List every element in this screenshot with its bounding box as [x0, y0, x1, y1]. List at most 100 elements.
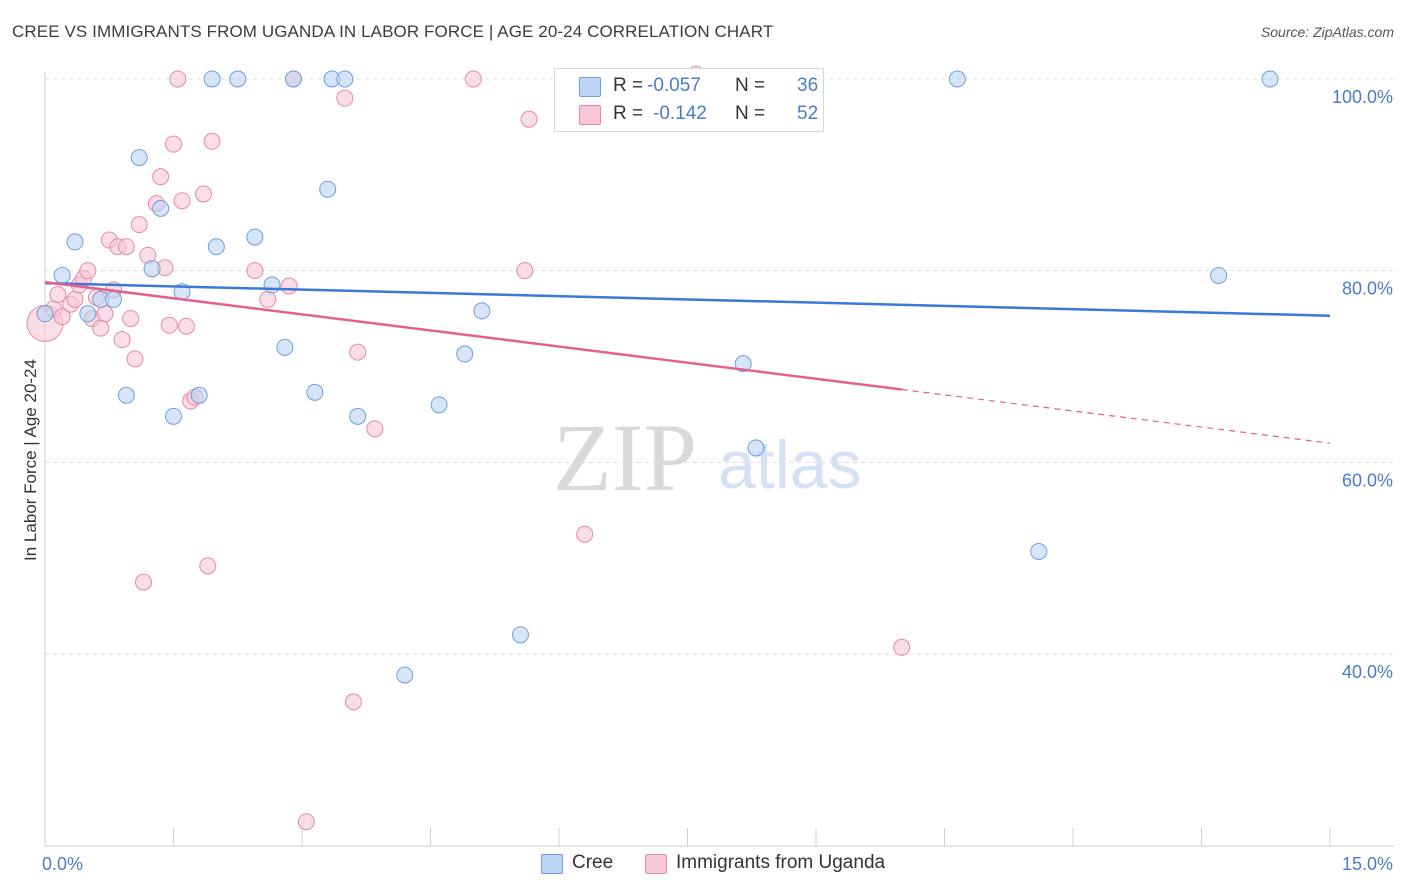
uganda-point — [516, 262, 534, 280]
watermark: ZIP atlas — [553, 404, 862, 511]
cree-point — [105, 290, 123, 308]
trend-lines — [44, 280, 1331, 444]
bottom-legend-swatch-cree — [541, 854, 563, 874]
chart-title: CREE VS IMMIGRANTS FROM UGANDA IN LABOR … — [12, 22, 774, 41]
legend-swatch-uganda — [579, 105, 601, 125]
uganda-point — [203, 132, 221, 150]
cree-trend-line — [44, 281, 1331, 317]
cree-point — [117, 386, 135, 404]
cree-point — [1261, 70, 1279, 88]
cree-point — [36, 305, 54, 323]
uganda-point — [576, 525, 594, 543]
cree-point — [948, 70, 966, 88]
watermark-atlas: atlas — [718, 427, 862, 503]
uganda-point — [92, 319, 110, 337]
cree-point — [143, 260, 161, 278]
uganda-point — [165, 135, 182, 153]
uganda-point — [117, 238, 135, 256]
watermark-zip: ZIP — [553, 404, 697, 511]
uganda-point — [135, 573, 153, 591]
legend-r-value: -0.057 — [647, 75, 701, 96]
uganda-point — [126, 350, 144, 368]
y-tick-label: 100.0% — [1332, 87, 1393, 107]
legend-n-value: 36 — [797, 75, 819, 96]
uganda-point — [177, 317, 195, 335]
cree-point — [511, 626, 529, 644]
uganda-point — [79, 262, 97, 280]
uganda-point — [464, 70, 482, 88]
cree-point — [319, 180, 337, 198]
correlation-legend: R = -0.057 N = 36 R = -0.142 N = 52 — [554, 68, 824, 132]
cree-point — [473, 302, 491, 320]
legend-r-value: -0.142 — [653, 103, 707, 124]
cree-point — [396, 666, 414, 684]
cree-point — [349, 407, 367, 425]
uganda-point — [336, 89, 354, 107]
cree-point — [336, 70, 354, 88]
legend-n-label: N = — [735, 103, 766, 124]
cree-point — [306, 383, 324, 401]
uganda-point — [199, 557, 217, 575]
uganda-point — [349, 343, 367, 361]
uganda-point — [160, 316, 178, 334]
x-tick-label-min: 0.0% — [42, 854, 83, 874]
legend-n-value: 52 — [797, 103, 819, 124]
uganda-point — [246, 262, 264, 280]
uganda-point — [297, 813, 315, 831]
legend-n-label: N = — [735, 75, 766, 96]
series-cree-points — [36, 70, 1279, 684]
cree-point — [53, 266, 71, 284]
cree-point — [207, 238, 225, 256]
cree-point — [276, 338, 294, 356]
uganda-point — [893, 638, 911, 656]
uganda-point — [173, 192, 191, 210]
cree-point — [284, 70, 302, 88]
uganda-point — [113, 331, 131, 349]
cree-point — [152, 199, 170, 217]
y-tick-label: 80.0% — [1342, 279, 1393, 299]
legend-r-label: R = — [613, 103, 644, 124]
uganda-point — [194, 185, 212, 203]
cree-point — [1030, 542, 1048, 560]
cree-point — [130, 149, 148, 167]
uganda-point — [130, 216, 148, 234]
axes — [44, 72, 1394, 847]
cree-point — [456, 345, 474, 363]
cree-point — [734, 355, 752, 373]
y-tick-label: 60.0% — [1342, 470, 1393, 490]
cree-point — [747, 439, 765, 457]
uganda-point — [280, 277, 298, 295]
y-tick-label: 40.0% — [1342, 662, 1393, 682]
cree-point — [263, 276, 281, 294]
uganda-point — [169, 70, 187, 88]
uganda-trend-extension — [901, 388, 1331, 444]
uganda-trend-line — [44, 280, 902, 391]
uganda-point — [96, 305, 114, 323]
y-axis-label: In Labor Force | Age 20-24 — [21, 359, 40, 561]
cree-point — [165, 407, 182, 425]
x-tick-label-max: 15.0% — [1342, 854, 1393, 874]
cree-point — [246, 228, 264, 246]
uganda-point — [259, 290, 277, 308]
legend-swatch-cree — [579, 77, 601, 97]
cree-point — [203, 70, 221, 88]
uganda-point — [122, 310, 140, 328]
bottom-legend-label-cree: Cree — [572, 852, 614, 873]
uganda-point — [152, 168, 170, 186]
uganda-point — [366, 420, 384, 438]
cree-point — [229, 70, 247, 88]
uganda-point — [520, 110, 538, 128]
uganda-point — [49, 286, 67, 304]
uganda-point — [53, 308, 71, 326]
source-label: Source: ZipAtlas.com — [1260, 24, 1394, 40]
cree-point — [190, 386, 208, 404]
legend-r-label: R = — [613, 75, 644, 96]
tick-labels: 40.0% 60.0% 80.0% 100.0% 0.0% 15.0% — [42, 87, 1393, 874]
uganda-point — [344, 693, 362, 711]
cree-point — [66, 233, 84, 251]
bottom-legend-label-uganda: Immigrants from Uganda — [676, 852, 886, 873]
uganda-point — [66, 290, 84, 308]
cree-point — [1210, 266, 1228, 284]
cree-point — [430, 396, 448, 414]
